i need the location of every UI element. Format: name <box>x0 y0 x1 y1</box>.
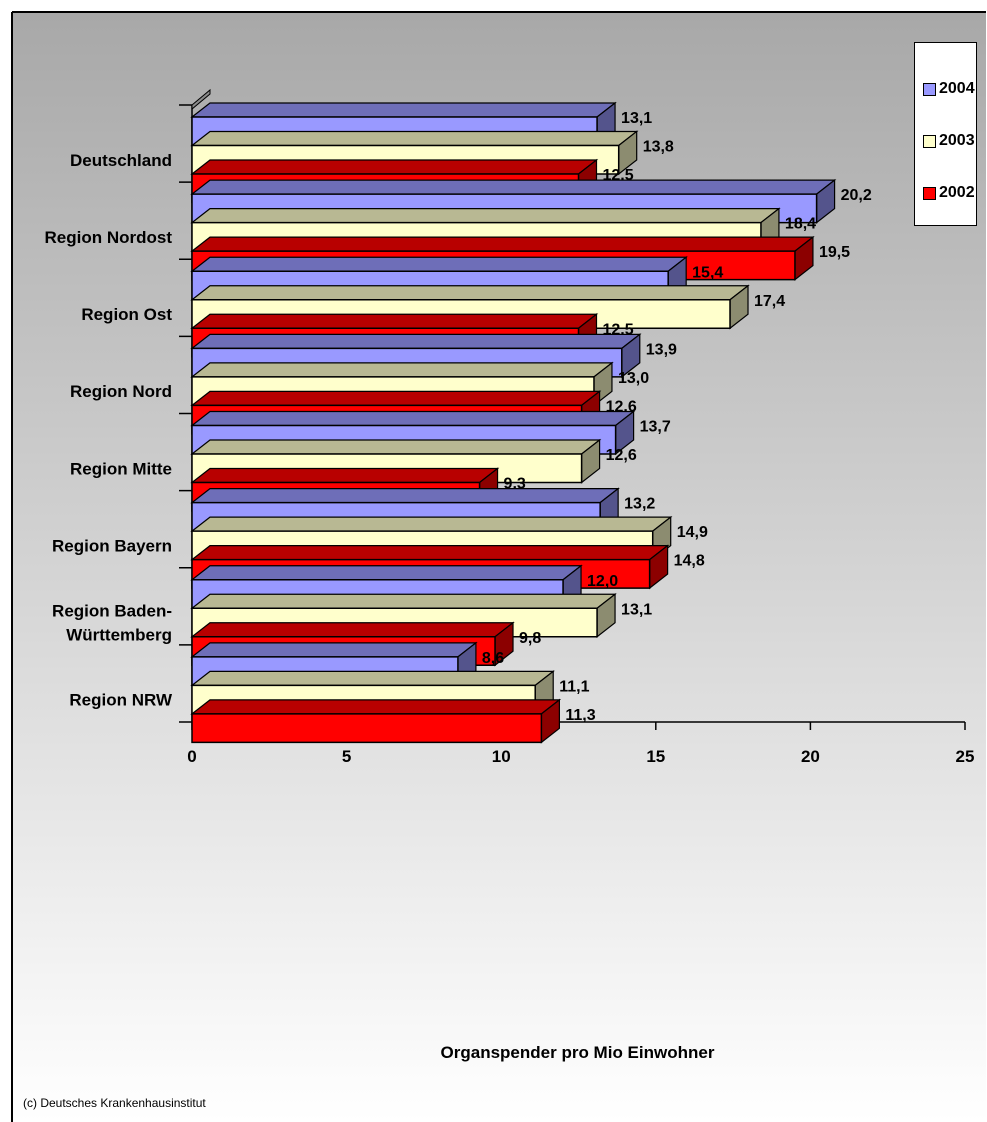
bar-top-face <box>190 285 750 301</box>
bar-top-face <box>190 179 837 195</box>
bar-top-face <box>190 333 642 349</box>
copyright-note: (c) Deutsches Krankenhausinstitut <box>23 1096 206 1110</box>
bar-top-face <box>190 159 599 175</box>
bar-value-label: 12,0 <box>587 573 618 590</box>
legend-label-2003: 2003 <box>939 132 975 149</box>
legend-swatch-2004 <box>923 82 936 96</box>
bar-value-label: 13,8 <box>643 139 674 156</box>
x-tick-label: 10 <box>492 747 511 766</box>
bar-value-label: 15,4 <box>692 264 723 281</box>
legend-item-2004: 2004 <box>915 63 976 115</box>
bar-top-face <box>190 622 515 638</box>
bar-value-label: 13,7 <box>640 419 671 436</box>
bar-value-label: 13,1 <box>621 110 652 127</box>
bar-top-face <box>190 236 815 252</box>
bar-top-face <box>190 670 555 686</box>
axis-floor-wedge <box>191 88 211 111</box>
legend-item-2003: 2003 <box>915 115 976 167</box>
y-category-label: Region Mitte <box>70 459 172 478</box>
bar-value-label: 13,0 <box>618 370 649 387</box>
x-tick-label: 15 <box>646 747 665 766</box>
x-tick-label: 5 <box>342 747 351 766</box>
bar-value-label: 8,6 <box>482 650 504 667</box>
bar-value-label: 13,2 <box>624 496 655 513</box>
bar-top-face <box>190 467 500 484</box>
bar-top-face <box>190 699 562 715</box>
bar-top-face <box>190 545 670 561</box>
bar-value-label: 11,3 <box>565 707 595 724</box>
x-axis-title: Organspender pro Mio Einwohner <box>440 1043 715 1062</box>
bar-value-label: 20,2 <box>841 187 872 204</box>
bar-value-label: 12,6 <box>606 447 637 464</box>
x-tick-label: 20 <box>801 747 820 766</box>
bar-top-face <box>190 256 688 272</box>
y-category-label: Region Bayern <box>52 536 172 555</box>
bar-top-face <box>190 565 583 581</box>
bar-top-face <box>190 208 781 224</box>
y-category-label: Region NRW <box>69 691 173 710</box>
y-category-label: Deutschland <box>70 151 172 170</box>
bar-top-face <box>190 642 478 658</box>
bar-top-face <box>190 593 617 609</box>
x-tick-label: 0 <box>187 747 196 766</box>
legend: 2004 2003 2002 <box>914 42 977 226</box>
bar-top-face <box>190 488 620 504</box>
bar-value-label: 13,9 <box>646 341 677 358</box>
legend-label-2004: 2004 <box>939 80 975 97</box>
bar-top-face <box>190 130 639 147</box>
bar-value-label: 9,8 <box>519 630 541 647</box>
legend-label-2002: 2002 <box>939 184 975 201</box>
bar-value-label: 19,5 <box>819 244 850 261</box>
y-category-label: Region Baden- <box>52 602 172 621</box>
bar-top-face <box>190 313 599 329</box>
y-category-label: Region Nord <box>70 382 172 401</box>
y-category-label: Region Nordost <box>45 228 173 247</box>
bar-value-label: 14,8 <box>674 553 705 570</box>
bar-top-face <box>190 516 673 532</box>
legend-swatch-2002 <box>923 186 936 200</box>
bar-value-label: 13,1 <box>621 601 652 618</box>
bar-top-face <box>190 439 602 455</box>
bar-value-label: 11,1 <box>559 678 589 695</box>
bar-value-label: 14,9 <box>677 524 708 541</box>
bar-top-face <box>190 410 636 427</box>
bar-value-label: 18,4 <box>785 216 816 233</box>
legend-item-2002: 2002 <box>915 167 976 219</box>
bar-top-face <box>190 362 614 378</box>
bar-value-label: 17,4 <box>754 293 785 310</box>
bar-top-face <box>190 390 602 406</box>
y-category-label: Württemberg <box>66 626 172 645</box>
bar-top-face <box>190 102 617 118</box>
legend-swatch-2003 <box>923 134 936 148</box>
y-category-label: Region Ost <box>81 305 172 324</box>
x-tick-label: 25 <box>956 747 975 766</box>
bar-2002 <box>191 713 543 744</box>
